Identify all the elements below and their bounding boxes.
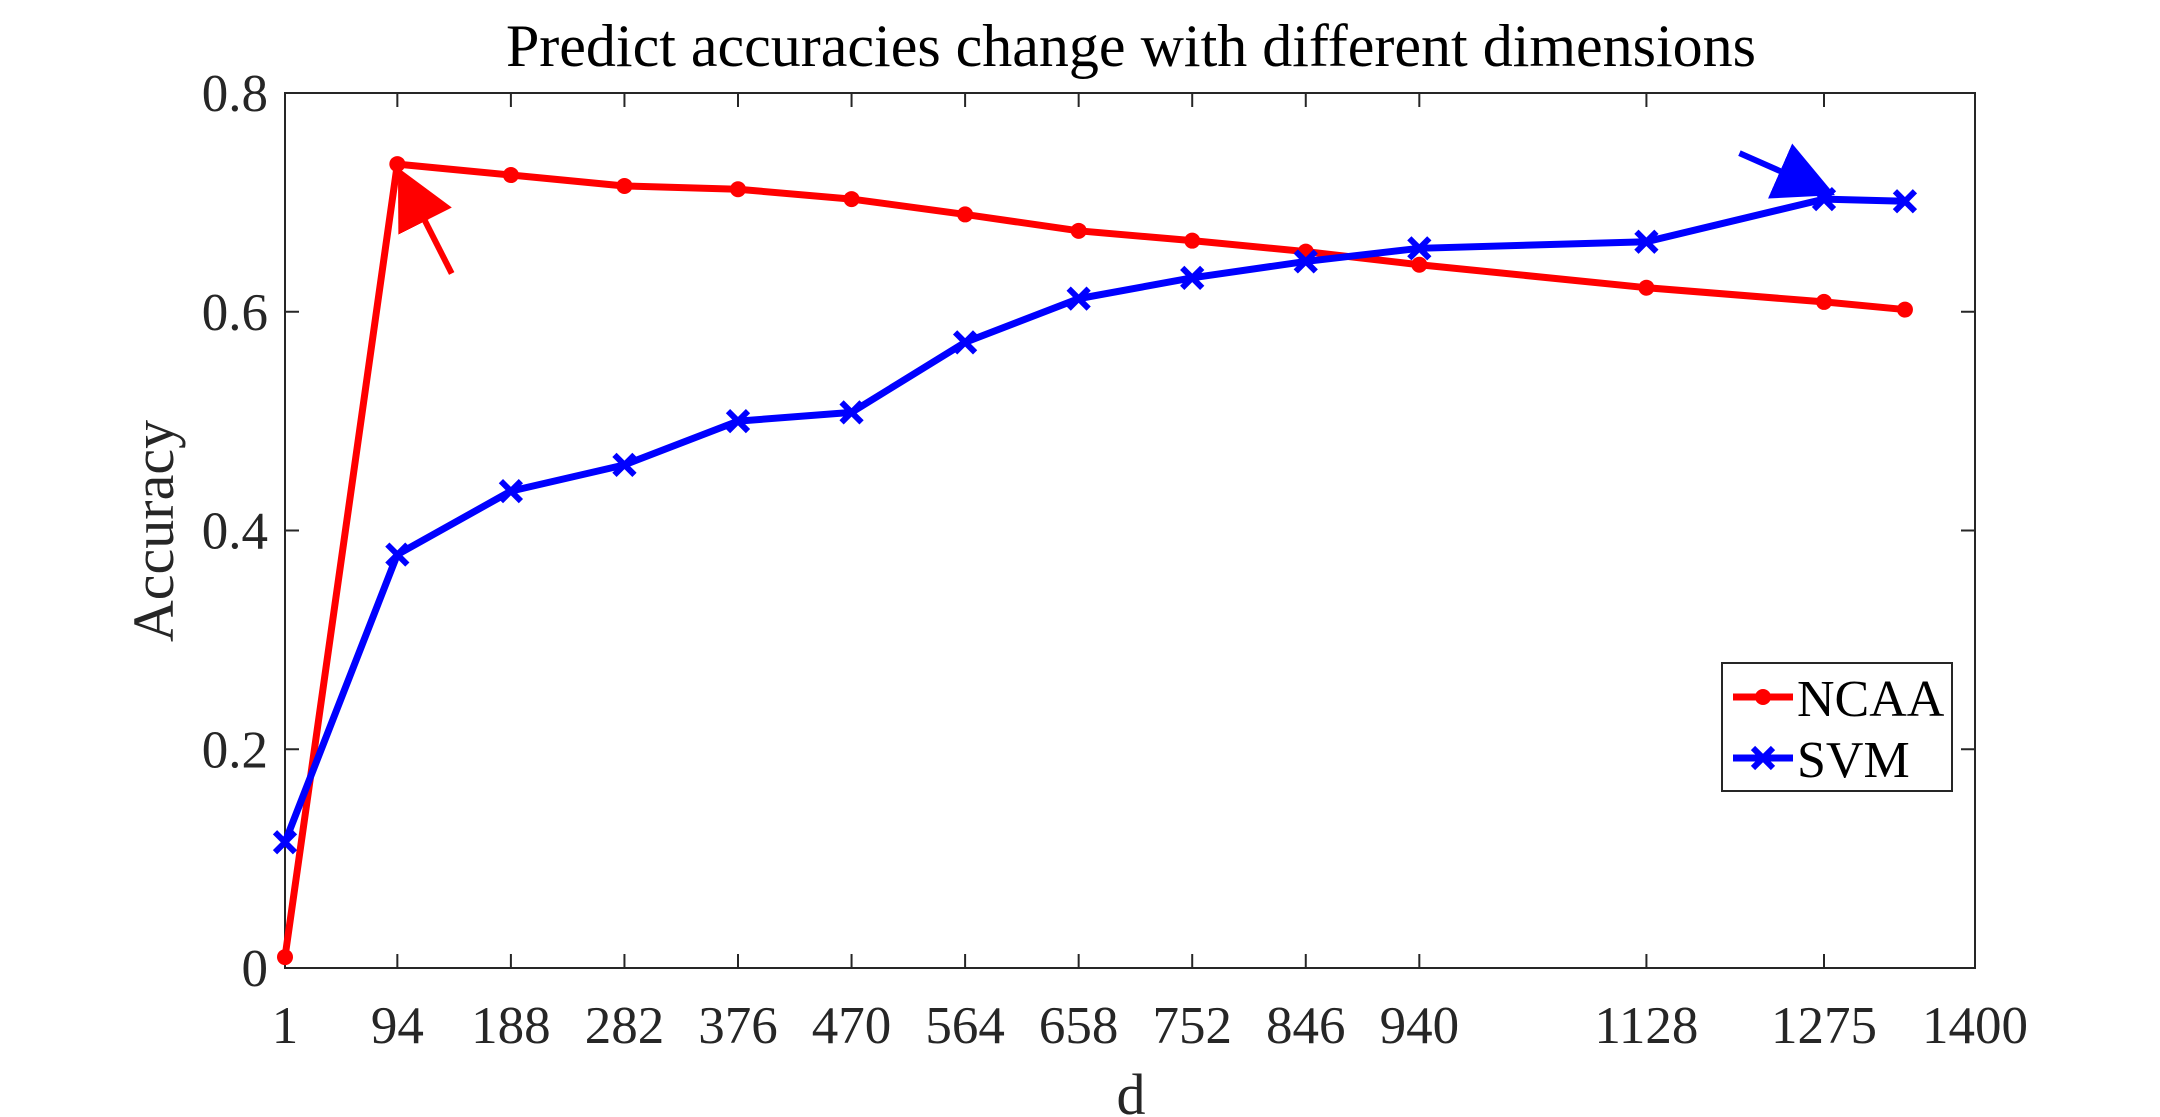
legend-svm-marker [1750, 745, 1776, 771]
legend-ncaa-marker [1755, 689, 1771, 705]
x-tick-label: 94 [371, 997, 424, 1055]
legend-ncaa-label: NCAA [1797, 671, 1945, 728]
series-ncaa-point [1070, 222, 1087, 239]
series-svm-point [725, 409, 751, 434]
x-tick-label: 658 [1039, 997, 1119, 1055]
x-tick-label: 940 [1380, 997, 1460, 1055]
series-svm-point [1293, 249, 1318, 274]
series-svm-point [272, 830, 298, 855]
x-tick-label: 1 [272, 997, 299, 1055]
series-svm-point [385, 542, 410, 567]
series-ncaa-line [281, 160, 1906, 958]
x-tick-label: 1128 [1594, 997, 1698, 1055]
x-tick-label: 188 [471, 997, 551, 1055]
series-ncaa-point [957, 206, 974, 223]
annotation-group [397, 143, 1835, 275]
series-ncaa-point [616, 177, 633, 194]
x-tick-label: 1400 [1922, 997, 2028, 1055]
series-svm-point [1066, 286, 1091, 311]
y-tick-label: 0 [242, 940, 269, 998]
series-ncaa-point [1184, 232, 1201, 249]
series-ncaa-point [502, 167, 519, 184]
y-tick-label: 0.8 [202, 65, 268, 123]
chart-title: Predict accuracies change with different… [506, 13, 1756, 79]
series-svm-point [1180, 265, 1205, 290]
series-ncaa-point [843, 191, 860, 208]
x-tick-label: 1275 [1771, 997, 1877, 1055]
series-svm-point [952, 330, 978, 355]
series-ncaa-point [389, 156, 406, 173]
x-axis-ticks: 1 94 188 282 376 470 564 658 752 846 940 1128 1275 14… [272, 93, 2028, 1055]
series-svm-point [1892, 189, 1918, 214]
series-ncaa-point [730, 181, 747, 198]
x-tick-label: 846 [1266, 997, 1346, 1055]
series-svm-point [839, 400, 864, 425]
x-tick-label: 564 [925, 997, 1005, 1055]
legend: NCAA SVM [1721, 662, 1953, 792]
legend-svm-label: SVM [1797, 732, 1910, 789]
series-ncaa-point [1638, 279, 1655, 296]
y-tick-label: 0.4 [202, 503, 268, 561]
plot-area-frame [284, 92, 1976, 969]
y-tick-label: 0.6 [202, 284, 268, 342]
y-axis-label: Accuracy [121, 420, 186, 642]
x-tick-label: 376 [698, 997, 778, 1055]
x-tick-label: 752 [1152, 997, 1232, 1055]
series-svm-point [612, 452, 637, 477]
series-svm-point [498, 479, 524, 504]
y-tick-label: 0.2 [202, 721, 268, 779]
x-tick-label: 282 [585, 997, 665, 1055]
annotation-arrow [397, 167, 455, 275]
series-group [272, 156, 1918, 966]
legend-box [1721, 662, 1953, 792]
series-svm-point [1634, 229, 1659, 254]
series-ncaa-point [1411, 256, 1428, 273]
series-svm-line [281, 195, 1906, 844]
x-axis-label: d [1117, 1062, 1146, 1117]
series-svm-point [1407, 236, 1432, 261]
x-tick-label: 470 [812, 997, 892, 1055]
y-axis-ticks: 0 0.2 0.4 0.6 0.8 [202, 65, 1975, 998]
series-ncaa-point [1815, 293, 1832, 310]
series-ncaa-point [1896, 301, 1913, 318]
series-ncaa-point [277, 949, 293, 966]
annotation-arrow [1738, 143, 1835, 199]
